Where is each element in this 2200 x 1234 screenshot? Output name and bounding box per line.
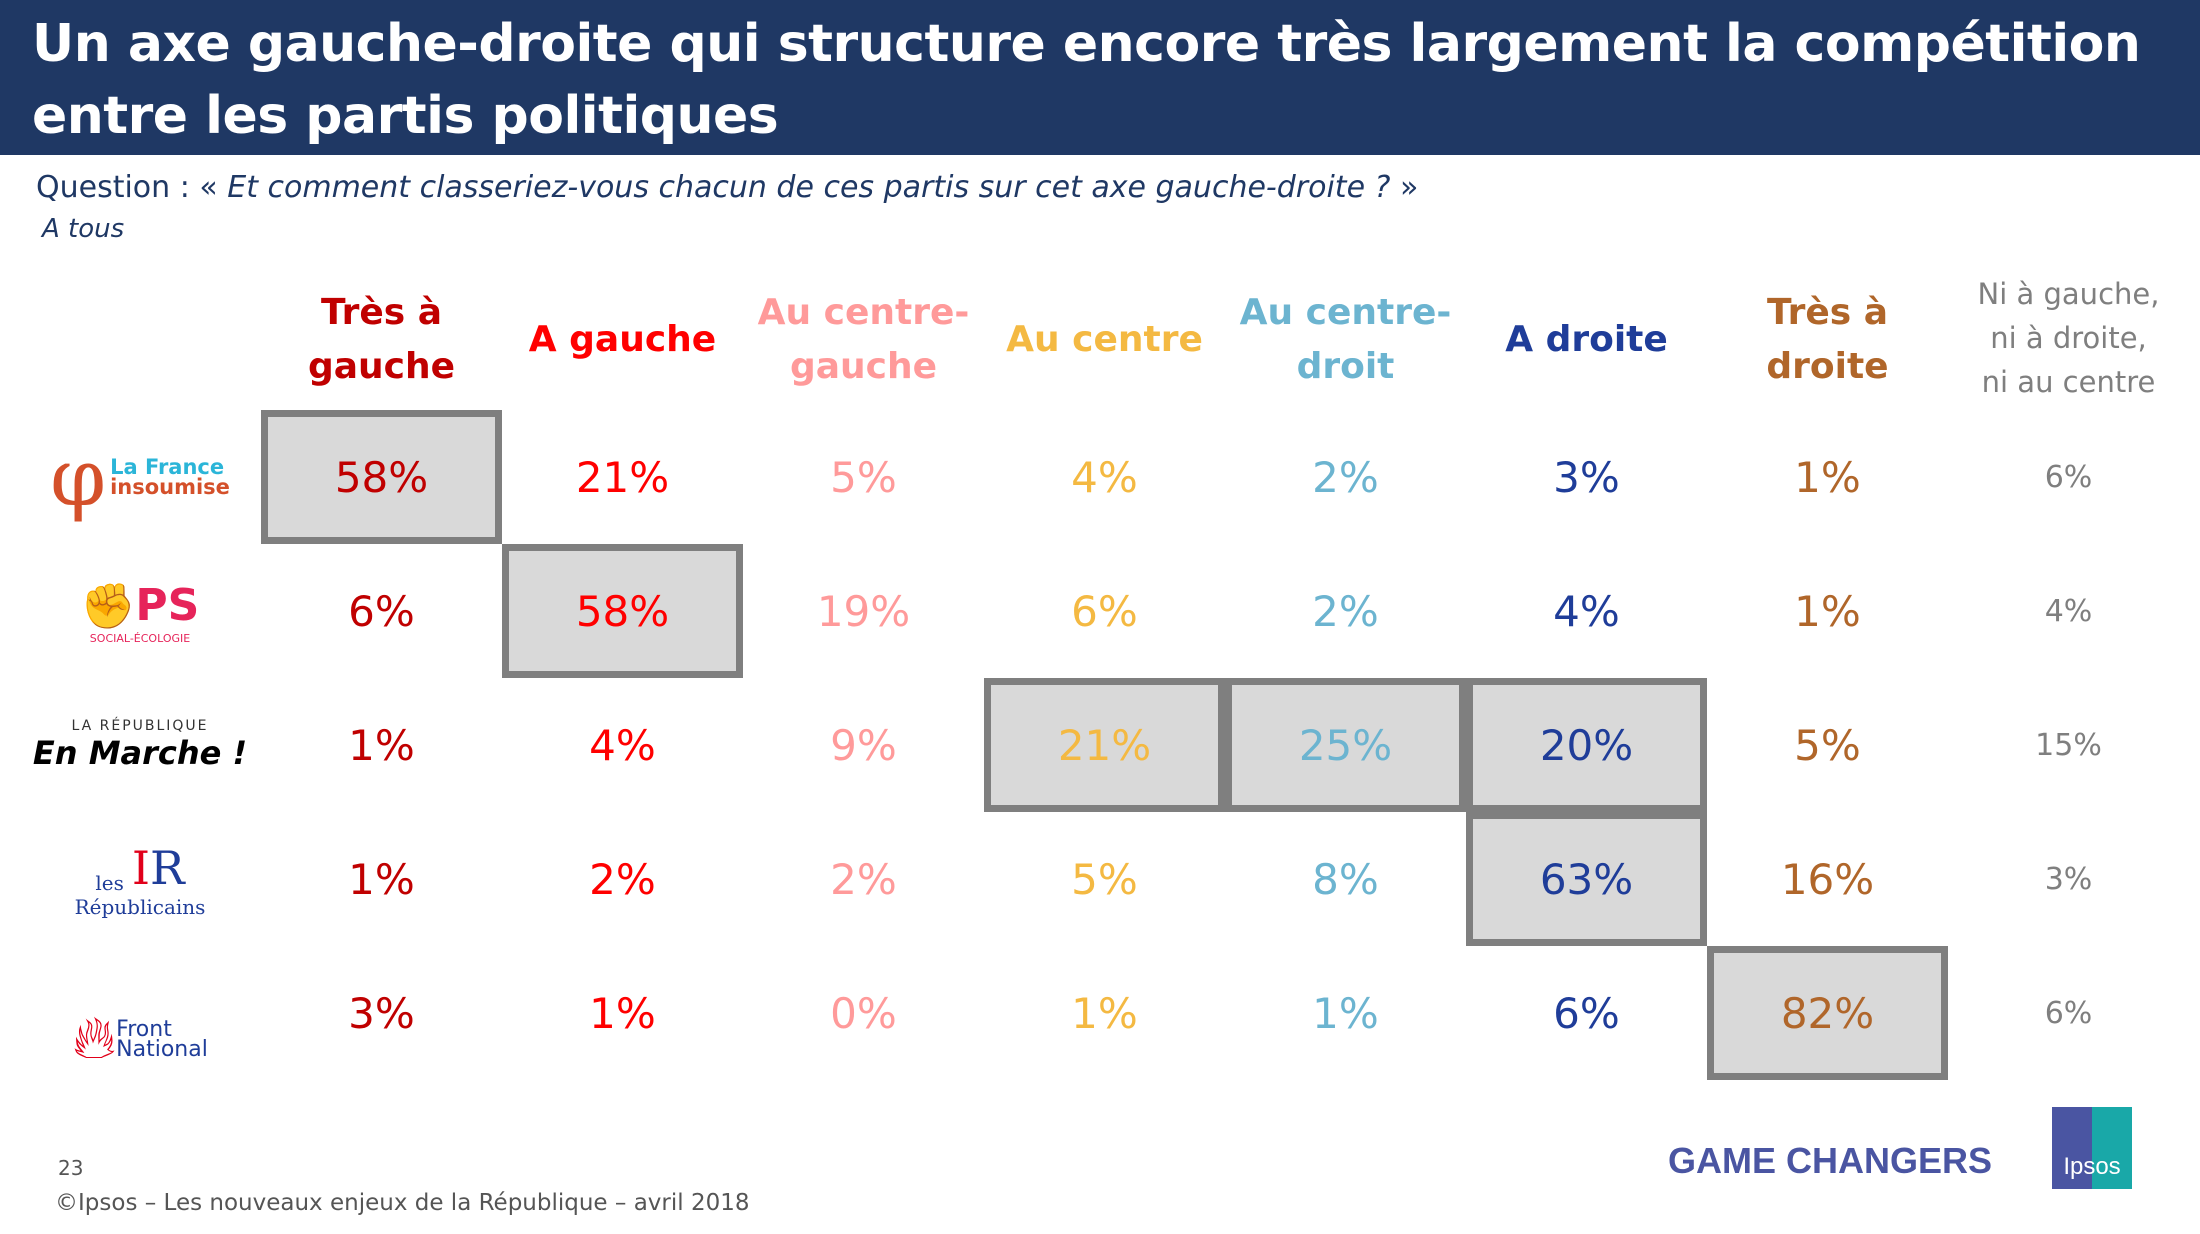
ps-line2: SOCIAL-ÉCOLOGIE [89,631,191,645]
rose-icon: ✊ [80,580,136,632]
copyright: ©Ipsos – Les nouveaux enjeux de la Répub… [55,1190,750,1216]
table-cell: 4% [1071,452,1138,502]
highlighted-cell: 58% [261,410,502,544]
tagline: GAME CHANGERS [1668,1140,1993,1181]
logo-fn: 🔥︎ Front National [30,958,250,1068]
highlighted-cell: 63% [1466,812,1707,946]
highlighted-cell: 21% [984,678,1225,812]
column-header: Ni à gauche, ni à droite, ni au centre [1977,277,2160,399]
table-cell: 6% [2044,995,2093,1031]
table-cell: 4% [1553,586,1620,636]
lrem-line2: En Marche ! [32,734,248,772]
table-cell: 5% [1794,720,1861,770]
table-cell: 8% [1312,854,1379,904]
highlighted-cell: 25% [1225,678,1466,812]
highlighted-cell: 58% [502,544,743,678]
page-number: 23 [58,1156,84,1180]
lfi-line2: insoumise [110,475,230,499]
table-cell: 2% [589,854,656,904]
question: Question : « Et comment classeriez-vous … [36,170,1418,205]
highlighted-cell: 82% [1707,946,1948,1080]
table-cell: 6% [348,586,415,636]
table-cell: 3% [2044,861,2093,897]
question-label: Question : « [36,170,228,205]
logo-ps: ✊ PS SOCIAL-ÉCOLOGIE [30,557,250,667]
table-cell: 1% [348,854,415,904]
lfi-line1: La France [110,455,225,479]
table-cell: 2% [830,854,897,904]
fn-line2: National [116,1037,208,1062]
lr-line1: les [95,871,124,895]
base-note: A tous [42,214,125,244]
table-cell: 3% [348,988,415,1038]
table-cell: 1% [589,988,656,1038]
lr-monogram-icon: IR [131,841,185,895]
table-cell: 6% [1553,988,1620,1038]
table-cell: 2% [1312,586,1379,636]
table-cell: 16% [1780,854,1875,904]
ipsos-logo: Ipsos [2052,1107,2132,1189]
table-cell: 1% [1071,988,1138,1038]
table-cell: 6% [1071,586,1138,636]
logo-lrem: LA RÉPUBLIQUE En Marche ! [30,690,250,800]
question-text: Et comment classeriez-vous chacun de ces… [227,170,1391,205]
table-cell: 1% [348,720,415,770]
table-cell: 15% [2035,727,2102,763]
question-end: » [1390,170,1419,205]
highlighted-cell: 20% [1466,678,1707,812]
ps-line1: PS [135,580,200,631]
table-cell: 4% [589,720,656,770]
lrem-line1: LA RÉPUBLIQUE [71,718,209,734]
table-cell: 1% [1312,988,1379,1038]
table-cell: 1% [1794,586,1861,636]
logo-lr: les IR Républicains [30,825,250,935]
logo-lfi: φ La France insoumise [30,422,250,532]
phi-icon: φ [50,430,107,524]
column-header: Au centre [1006,319,1203,360]
column-header: Très à droite [1766,292,1889,387]
table-cell: 5% [830,452,897,502]
ipsos-logo-text: Ipsos [2063,1153,2121,1180]
table-cell: 6% [2044,459,2093,495]
column-header: Très à gauche [307,292,456,387]
table-cell: 4% [2044,593,2093,629]
table-cell: 5% [1071,854,1138,904]
title-banner: Un axe gauche-droite qui structure encor… [0,0,2200,155]
column-header: Au centre- droit [1239,292,1452,387]
column-header: Au centre- gauche [757,292,970,387]
table-cell: 2% [1312,452,1379,502]
column-header: A gauche [528,319,717,360]
table-cell: 3% [1553,452,1620,502]
table-cell: 0% [830,988,897,1038]
page-title: Un axe gauche-droite qui structure encor… [32,14,2141,146]
fn-line1: Front [116,1017,172,1042]
column-header: A droite [1505,319,1668,360]
table-cell: 19% [816,586,911,636]
table-cell: 21% [575,452,670,502]
table-cell: 1% [1794,452,1861,502]
table-cell: 9% [830,720,897,770]
lr-line2: Républicains [74,895,206,919]
flame-icon: 🔥︎ [72,1003,117,1073]
